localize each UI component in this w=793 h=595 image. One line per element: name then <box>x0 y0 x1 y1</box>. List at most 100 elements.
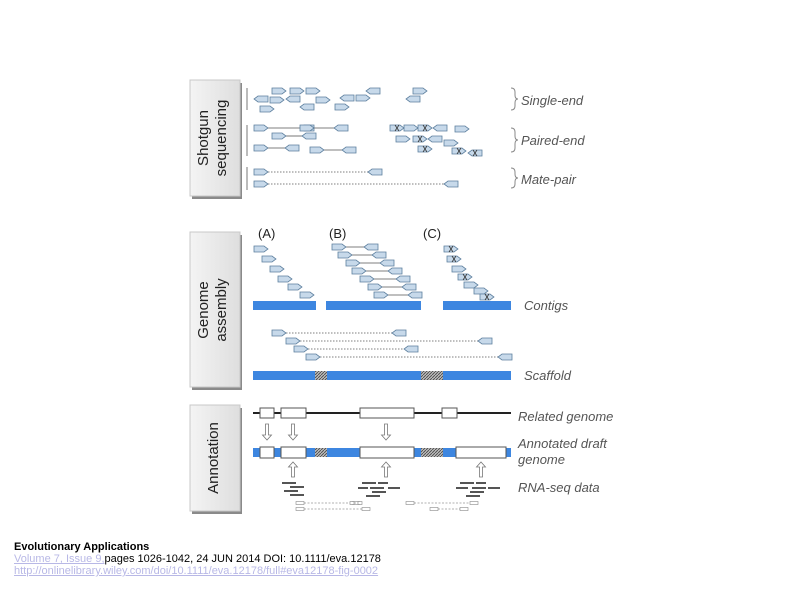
rna-read <box>488 487 500 489</box>
mate-pair-label: Mate-pair <box>521 172 577 187</box>
contig-reads <box>253 243 495 301</box>
read-arrow <box>403 124 419 132</box>
rna-seq-reads <box>282 482 500 511</box>
spliced-read-block <box>459 507 469 511</box>
error-mark <box>422 124 428 132</box>
read-arrow <box>451 265 467 273</box>
assembly-label-line1: Genome <box>195 281 212 339</box>
read-arrow <box>443 139 459 147</box>
mate-pair-brace <box>510 167 519 189</box>
transfer-arrow <box>380 461 392 478</box>
read-arrow <box>305 353 321 361</box>
read-arrow <box>315 96 331 104</box>
volume-line: Volume 7, Issue 9,pages 1026-1042, 24 JU… <box>14 553 381 565</box>
read-arrow <box>345 259 361 267</box>
read-arrow <box>395 135 411 143</box>
rna-read <box>460 482 474 484</box>
annotation-label: Annotation <box>205 422 222 494</box>
rna-read <box>366 495 380 497</box>
transfer-arrow <box>287 423 299 441</box>
spliced-read-block <box>429 507 439 511</box>
spliced-read-block <box>295 501 305 505</box>
journal-name: Evolutionary Applications <box>14 541 150 553</box>
read-arrow <box>277 275 293 283</box>
read-arrow <box>289 87 305 95</box>
figure-url-link[interactable]: http://onlinelibrary.wiley.com/doi/10.11… <box>14 565 379 577</box>
read-arrow <box>407 291 423 299</box>
read-arrow <box>401 283 417 291</box>
read-arrow <box>367 283 383 291</box>
transfer-arrow <box>475 461 487 478</box>
transfer-arrow <box>287 461 299 478</box>
read-arrow <box>299 103 315 111</box>
read-arrow <box>463 281 479 289</box>
contigs-label: Contigs <box>524 298 569 313</box>
read-arrow <box>477 337 493 345</box>
read-arrow <box>309 146 325 154</box>
rna-read <box>472 487 486 489</box>
read-arrow <box>337 251 353 259</box>
read-arrow <box>253 144 269 152</box>
read-arrow <box>271 87 287 95</box>
rna-read <box>362 482 376 484</box>
error-mark <box>451 255 457 263</box>
read-arrow <box>285 95 301 103</box>
read-arrow <box>253 245 269 253</box>
read-arrow <box>355 94 371 102</box>
rna-read <box>370 487 384 489</box>
read-arrow <box>339 94 355 102</box>
shotgun-label-line1: Shotgun <box>195 110 212 166</box>
read-arrow <box>432 124 448 132</box>
scaffold-bar <box>253 371 511 380</box>
spliced-read-block <box>469 501 479 505</box>
rna-read <box>476 482 486 484</box>
error-mark <box>394 124 400 132</box>
read-arrow <box>497 353 513 361</box>
read-arrow <box>305 87 321 95</box>
read-arrow <box>367 168 383 176</box>
read-arrow <box>391 329 407 337</box>
spliced-read-block <box>405 501 415 505</box>
rna-read <box>284 490 298 492</box>
related-genome-label: Related genome <box>518 409 613 424</box>
read-arrow <box>299 124 315 132</box>
read-arrow <box>331 243 347 251</box>
rna-read <box>290 486 304 488</box>
rna-read <box>358 487 368 489</box>
read-arrow <box>269 265 285 273</box>
read-arrow <box>363 243 379 251</box>
volume-link[interactable]: Volume 7, Issue 9, <box>14 553 105 565</box>
read-arrow <box>299 291 315 299</box>
transfer-arrow <box>261 423 273 441</box>
read-arrow <box>371 251 387 259</box>
read-arrow <box>253 95 269 103</box>
read-arrow <box>341 146 357 154</box>
error-mark <box>472 149 478 157</box>
read-arrow <box>365 87 381 95</box>
read-arrow <box>395 275 411 283</box>
panel-b-label: (B) <box>329 226 346 241</box>
spliced-read-block <box>357 501 363 505</box>
scaffold-label: Scaffold <box>524 368 572 383</box>
spliced-read-block <box>295 507 305 511</box>
read-arrow <box>301 132 317 140</box>
contig-a-bar <box>253 301 316 310</box>
read-arrow <box>334 103 350 111</box>
error-mark <box>422 145 428 153</box>
read-arrow <box>259 105 275 113</box>
error-mark <box>448 245 454 253</box>
paired-end-label: Paired-end <box>521 133 585 148</box>
rna-read <box>378 482 388 484</box>
panel-c-label: (C) <box>423 226 441 241</box>
panel-a-label: (A) <box>258 226 275 241</box>
rna-seq-label: RNA-seq data <box>518 480 600 495</box>
mate-pair-reads <box>253 168 459 188</box>
error-mark <box>484 293 490 301</box>
single-end-brace <box>510 87 519 111</box>
read-arrow <box>387 267 403 275</box>
shotgun-label-line2: sequencing <box>213 100 230 177</box>
read-arrow <box>443 180 459 188</box>
read-arrow <box>333 124 349 132</box>
read-arrow <box>271 329 287 337</box>
